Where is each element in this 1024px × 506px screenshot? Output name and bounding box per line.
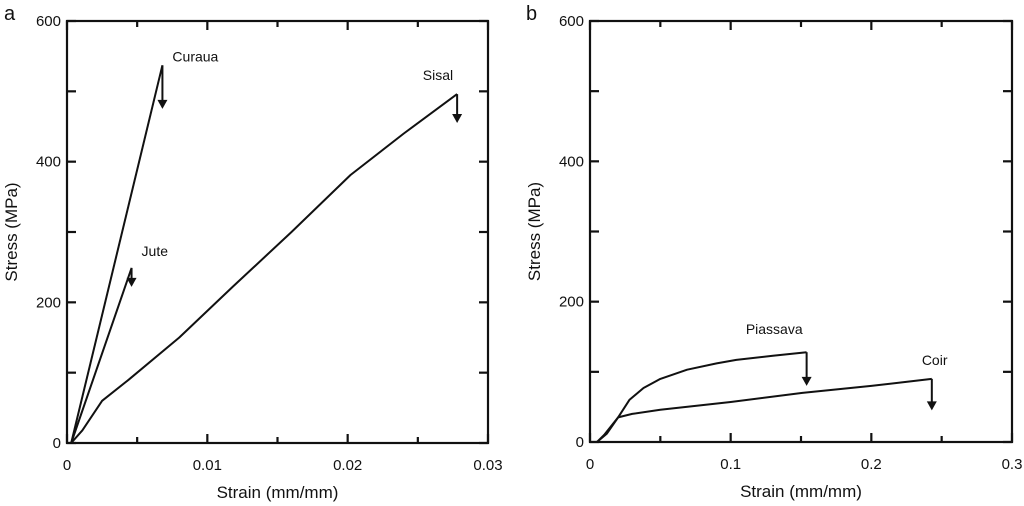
- series-piassava: Piassava: [596, 321, 812, 443]
- arrow-head-icon: [801, 376, 812, 386]
- y-tick-label: 600: [36, 13, 61, 30]
- panel-b: b 0 0.1 0.2 0.3 0 200 400 600 Strain (mm/mm) Stres…: [525, 3, 1022, 501]
- series-line: [596, 377, 932, 443]
- y-tick-label: 0: [53, 435, 61, 452]
- series-label: Sisal: [423, 67, 453, 83]
- x-tick-label: 0.01: [193, 457, 222, 474]
- y-tick-label: 0: [576, 434, 584, 451]
- x-tick-label: 0.03: [473, 457, 502, 474]
- plot-frame: [588, 19, 1014, 444]
- x-axis-label: Strain (mm/mm): [740, 482, 862, 501]
- series-label: Curaua: [172, 48, 218, 64]
- y-axis-label: Stress (MPa): [525, 182, 544, 281]
- y-tick-label: 600: [559, 13, 584, 30]
- x-tick-label: 0: [586, 456, 594, 473]
- arrow-head-icon: [926, 401, 937, 411]
- x-tick-label: 0: [63, 457, 71, 474]
- y-tick-label: 400: [559, 153, 584, 170]
- y-tick-label: 400: [36, 154, 61, 171]
- panel-a: a 0 0.01 0.02 0.03 0 200 400 600 Strain (mm/mm) St…: [2, 3, 503, 502]
- series-coir: Coir: [596, 352, 948, 443]
- x-tick-label: 0.02: [333, 457, 362, 474]
- arrow-head-icon: [126, 277, 137, 287]
- series-jute: Jute: [70, 243, 169, 444]
- x-tick-label: 0.3: [1002, 456, 1023, 473]
- series-sisal: Sisal: [70, 67, 463, 444]
- series-line: [70, 93, 458, 444]
- series-line: [70, 267, 133, 444]
- panel-label: a: [4, 3, 16, 25]
- y-tick-label: 200: [559, 294, 584, 311]
- series-label: Piassava: [746, 321, 803, 337]
- y-axis-label: Stress (MPa): [2, 182, 21, 281]
- series-curaua: Curaua: [70, 48, 219, 444]
- series-line: [70, 65, 164, 444]
- series-label: Jute: [142, 243, 169, 259]
- x-tick-label: 0.2: [861, 456, 882, 473]
- series-label: Coir: [922, 352, 948, 368]
- panel-label: b: [526, 3, 537, 25]
- x-axis-label: Strain (mm/mm): [217, 483, 339, 502]
- arrow-head-icon: [452, 113, 463, 123]
- x-tick-label: 0.1: [720, 456, 741, 473]
- arrow-head-icon: [157, 99, 168, 109]
- y-tick-label: 200: [36, 294, 61, 311]
